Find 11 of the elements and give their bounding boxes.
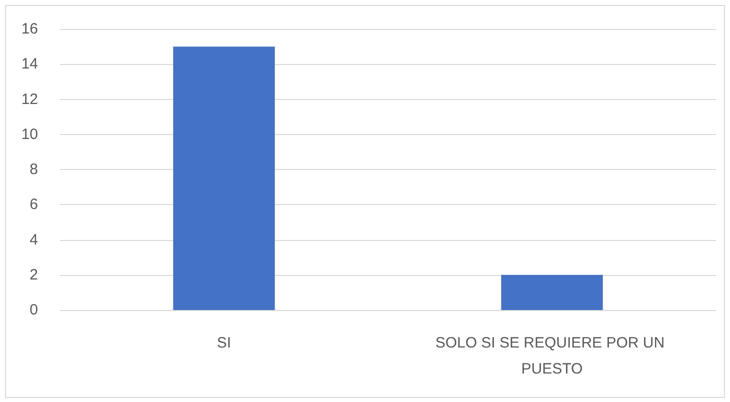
y-tick-label: 4 <box>30 231 38 248</box>
x-tick-label: SOLO SI SE REQUIERE POR UN PUESTO <box>435 334 669 378</box>
y-tick-label: 2 <box>30 266 38 284</box>
y-tick-label: 8 <box>30 161 38 178</box>
y-tick-label: 0 <box>30 302 38 318</box>
x-tick-label: SI <box>216 334 232 352</box>
y-tick-label: 16 <box>21 20 38 38</box>
y-tick-label: 10 <box>21 126 38 143</box>
y-tick-label: 12 <box>21 90 38 108</box>
y-tick-label: 6 <box>30 196 38 214</box>
y-tick-label: 14 <box>21 56 38 73</box>
